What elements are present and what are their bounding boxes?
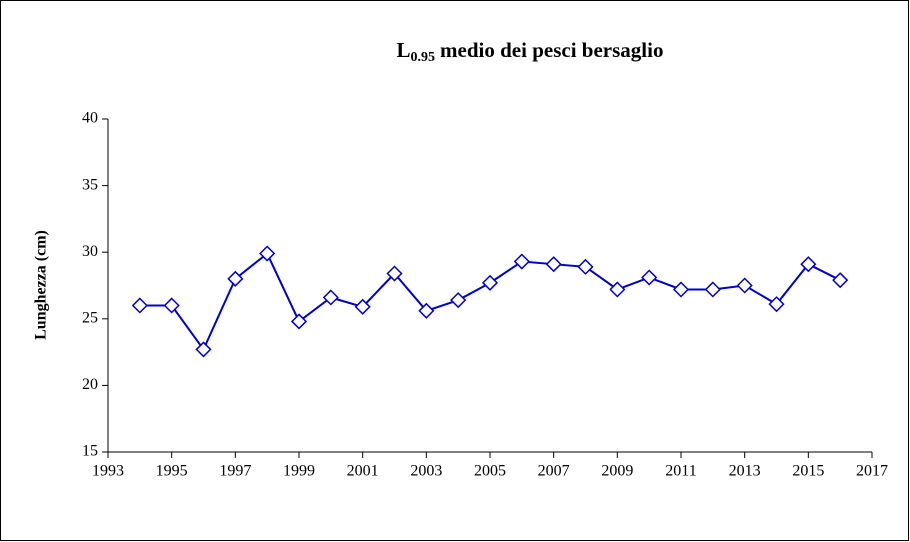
data-point bbox=[227, 270, 244, 287]
x-tick-label: 2005 bbox=[474, 463, 506, 480]
y-tick-label: 25 bbox=[82, 309, 98, 326]
title-rest: medio dei pesci bersaglio bbox=[440, 38, 663, 62]
data-point bbox=[545, 256, 562, 273]
data-point bbox=[386, 265, 403, 282]
x-tick-label: 1999 bbox=[283, 463, 315, 480]
data-point bbox=[577, 258, 594, 275]
data-point bbox=[195, 341, 212, 358]
data-point bbox=[322, 289, 339, 306]
data-point bbox=[450, 292, 467, 309]
data-point bbox=[800, 256, 817, 273]
title-main: L bbox=[397, 38, 411, 62]
y-tick-label: 20 bbox=[82, 376, 98, 393]
x-tick-label: 2017 bbox=[856, 463, 888, 480]
y-tick-label: 40 bbox=[82, 110, 98, 127]
data-point bbox=[354, 298, 371, 315]
data-point bbox=[641, 269, 658, 286]
data-point bbox=[481, 274, 499, 291]
data-point bbox=[832, 272, 849, 289]
x-tick-label: 2003 bbox=[410, 463, 442, 480]
data-point bbox=[290, 313, 308, 330]
data-point bbox=[672, 281, 690, 298]
data-point bbox=[418, 302, 435, 319]
x-tick-label: 2009 bbox=[601, 463, 633, 480]
y-axis-label: Lunghezza (cm) bbox=[33, 230, 50, 340]
x-tick-label: 2001 bbox=[347, 463, 379, 480]
x-tick-label: 1995 bbox=[156, 463, 188, 480]
x-tick-label: 2015 bbox=[792, 463, 824, 480]
data-point bbox=[513, 253, 530, 270]
x-tick-label: 2013 bbox=[729, 463, 761, 480]
data-point bbox=[131, 297, 148, 314]
data-point bbox=[768, 296, 785, 313]
title-subscript: 0.95 bbox=[411, 50, 436, 65]
y-tick-label: 35 bbox=[82, 176, 98, 193]
x-tick-label: 1993 bbox=[92, 463, 124, 480]
chart-title: L0.95 medio dei pesci bersaglio bbox=[397, 38, 664, 65]
x-tick-label: 2007 bbox=[538, 463, 570, 480]
data-point bbox=[704, 281, 721, 298]
x-tick-label: 1997 bbox=[219, 463, 251, 480]
data-point bbox=[259, 245, 276, 262]
x-tick-label: 2011 bbox=[665, 463, 696, 480]
data-point bbox=[609, 281, 626, 298]
y-tick-label: 15 bbox=[82, 443, 98, 460]
data-point bbox=[736, 277, 753, 294]
y-tick-label: 30 bbox=[82, 243, 98, 260]
data-point bbox=[163, 297, 180, 314]
